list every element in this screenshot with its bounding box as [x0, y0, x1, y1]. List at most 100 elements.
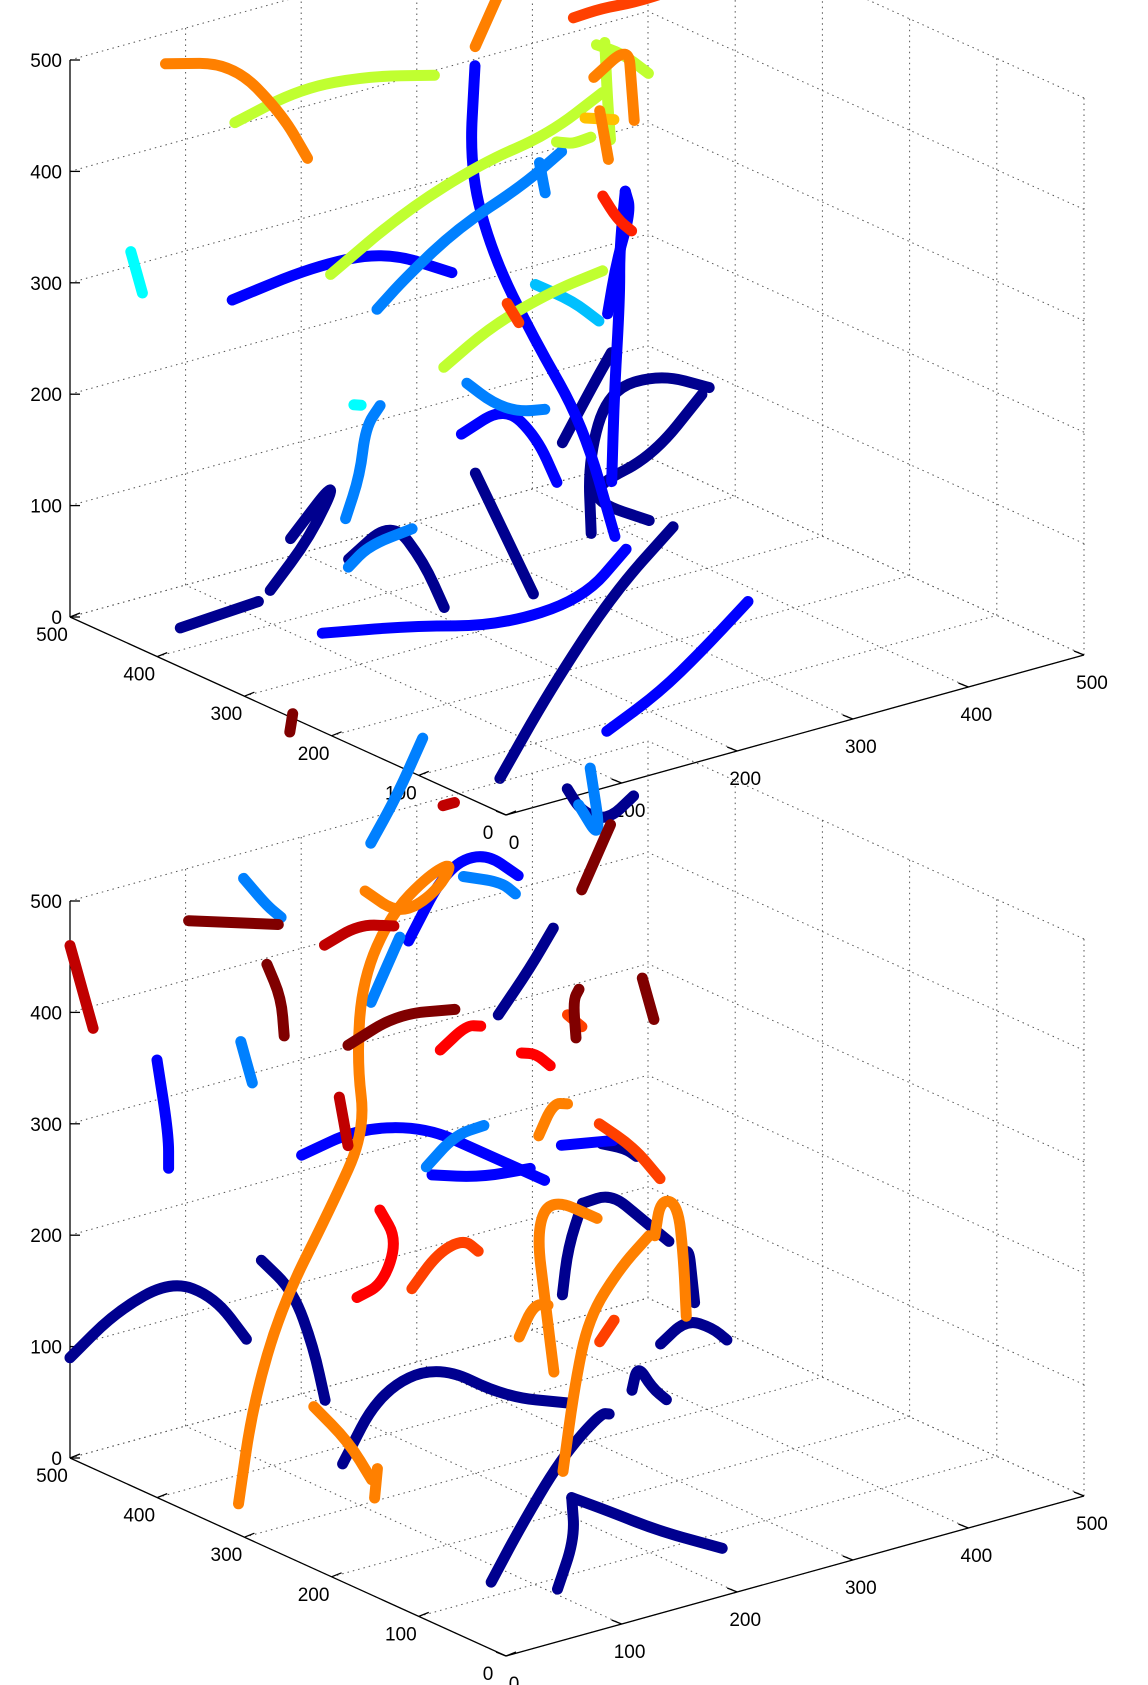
trajectory-curve [601, 596, 754, 737]
trajectory-curve [552, 1492, 579, 1595]
trajectory-curve [434, 1020, 487, 1056]
x-axis [505, 1495, 1085, 1657]
y-tick [69, 1453, 81, 1459]
trajectory-curve [437, 797, 460, 812]
trajectory-curve [466, 60, 621, 542]
z-tick-label: 500 [30, 51, 62, 72]
trajectory-curve [455, 407, 563, 488]
grid-line [300, 552, 738, 752]
trajectory-curve [594, 1314, 620, 1348]
y-tick [156, 1492, 168, 1499]
trajectory-curve [284, 708, 299, 738]
y-tick [69, 612, 81, 618]
x-tick-label: 500 [1076, 1514, 1108, 1535]
grid-line [647, 1074, 1085, 1274]
trajectory-curve [577, 1191, 675, 1247]
y-tick-label: 400 [123, 665, 155, 686]
trajectory-curve [485, 1408, 615, 1588]
trajectory-curve [588, 48, 640, 126]
y-tick [418, 770, 430, 777]
grid-line [69, 456, 649, 618]
trajectory-curve [319, 919, 400, 951]
x-tick [958, 682, 969, 688]
y-tick-label: 0 [483, 1664, 494, 1685]
top-3d-plot: 0001001001002002002003003003004004004005… [30, 0, 1108, 854]
trajectory-curve [492, 922, 559, 1021]
trajectory-curve [568, 983, 585, 1044]
grid-line [331, 1416, 910, 1578]
trajectory-curve [264, 484, 337, 596]
grid-line [69, 740, 649, 902]
trajectory-curve [369, 1463, 383, 1504]
x-axis [505, 654, 1085, 816]
grid-line [866, 0, 1085, 99]
grid-line [647, 740, 1085, 940]
trajectory-curve [597, 190, 638, 237]
grid-line [157, 496, 736, 658]
trajectory-curve [183, 915, 284, 930]
trajectory-curve [229, 69, 440, 129]
trajectory-curve [125, 246, 148, 299]
z-tick-label: 300 [30, 274, 62, 295]
trajectory-curve [64, 1280, 252, 1364]
x-tick-label: 0 [509, 833, 520, 854]
x-tick [1073, 650, 1085, 656]
grid-line [244, 1376, 823, 1538]
trajectory-curve [316, 543, 632, 639]
z-tick-label: 0 [51, 1449, 62, 1470]
trajectory-curve [261, 958, 290, 1042]
grid-line [647, 456, 1085, 656]
x-tick [611, 778, 622, 784]
y-tick-label: 300 [211, 1545, 243, 1566]
x-tick [726, 1587, 738, 1593]
trajectory-curve [333, 1091, 354, 1152]
trajectory-curve [533, 1098, 573, 1142]
x-tick-label: 300 [845, 737, 877, 758]
grid-line [69, 1074, 649, 1236]
x-tick [1073, 1491, 1085, 1497]
trajectory-curve [551, 131, 597, 149]
x-tick [611, 1619, 622, 1625]
grid-line [157, 1337, 736, 1499]
grid-line [532, 1329, 969, 1529]
grid-line [647, 122, 1085, 322]
trajectory-curve [308, 1401, 378, 1486]
x-tick-label: 300 [845, 1578, 877, 1599]
x-tick-label: 400 [961, 705, 993, 726]
trajectory-curve [566, 1492, 728, 1554]
y-tick-label: 200 [298, 744, 330, 765]
y-tick [505, 1651, 517, 1657]
grid-line [331, 575, 910, 737]
trajectory-curve [602, 185, 635, 320]
grid-line [418, 1455, 997, 1617]
grid-line [647, 1186, 1085, 1386]
trajectory-curve [636, 972, 660, 1025]
trajectory-curve [461, 377, 551, 417]
trajectory-curve [567, 0, 661, 24]
trajectory-curve [494, 521, 679, 784]
grid-line [69, 1297, 649, 1459]
y-tick [244, 1532, 255, 1538]
grid-line [69, 0, 289, 61]
y-tick-label: 500 [36, 1466, 68, 1487]
trajectory-curve [343, 524, 450, 613]
y-tick [156, 651, 168, 658]
trajectory-curve [426, 1162, 536, 1182]
x-tick [495, 810, 507, 816]
y-tick-label: 200 [298, 1585, 330, 1606]
trajectory-curve [238, 872, 287, 923]
trajectory-curve [655, 1317, 733, 1350]
trajectory-curve [649, 1195, 692, 1322]
trajectory-curve [556, 1197, 588, 1301]
trajectory-curve [501, 298, 525, 329]
trajectory-curve [420, 1120, 490, 1173]
grid-line [244, 535, 823, 697]
y-tick [244, 691, 255, 697]
trajectory-curve [235, 1036, 258, 1089]
grid-line [647, 10, 1085, 210]
y-axis [69, 1457, 507, 1657]
z-tick-label: 100 [30, 1338, 62, 1359]
x-tick-label: 400 [961, 1546, 993, 1567]
z-tick-label: 200 [30, 385, 62, 406]
